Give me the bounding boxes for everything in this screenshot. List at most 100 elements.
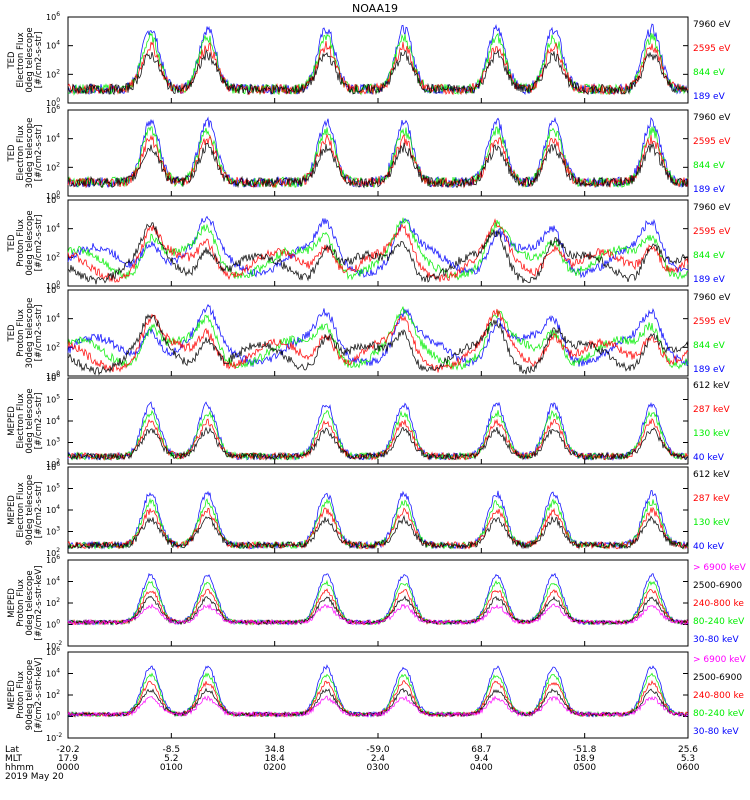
legend-entry: 40 keV xyxy=(693,542,725,552)
series-trace xyxy=(67,222,689,285)
y-label-line: MEPED xyxy=(7,680,17,710)
series-trace xyxy=(67,303,689,367)
legend-entry: 7960 eV xyxy=(693,293,731,303)
y-tick-label: 103 xyxy=(46,437,60,448)
y-label-line: TED xyxy=(7,324,17,343)
y-tick-label: 102 xyxy=(46,341,60,352)
y-tick-label: 104 xyxy=(46,504,60,515)
series-trace xyxy=(67,680,689,718)
y-label-line: MEPED xyxy=(7,406,17,436)
legend-entry: 80-240 keV xyxy=(693,709,745,719)
legend-entry: > 6900 keV xyxy=(693,563,747,573)
y-axis-label: TED Electron Flux 30deg telescope [#/cm2-s-… xyxy=(7,118,44,189)
legend-entry: 844 eV xyxy=(693,161,726,171)
x-tick-label: 0300 xyxy=(367,763,390,773)
x-row-label: Lat xyxy=(5,745,20,755)
y-tick-label: 104 xyxy=(46,415,60,426)
y-label-line: 0deg telescope xyxy=(25,27,35,92)
legend-entry: 30-80 keV xyxy=(693,727,739,737)
series-trace xyxy=(67,142,689,189)
x-tick-label: 5.3 xyxy=(681,754,695,764)
series-trace xyxy=(67,401,689,462)
legend-entry: 7960 eV xyxy=(693,20,731,30)
series-trace xyxy=(67,490,689,550)
legend-entry: 2595 eV xyxy=(693,227,731,237)
series-trace xyxy=(67,126,689,189)
legend-entry: 80-240 keV xyxy=(693,617,745,627)
y-tick-label: 106 xyxy=(46,646,60,657)
y-tick-label: 103 xyxy=(46,526,60,537)
chart-title: NOAA19 xyxy=(352,2,398,15)
legend-entry: 7960 eV xyxy=(693,113,731,123)
x-tick-label: 0500 xyxy=(573,763,596,773)
x-tick-label: 18.9 xyxy=(575,754,595,764)
legend-entry: 240-800 ke xyxy=(693,691,744,701)
x-tick-label: 0400 xyxy=(470,763,493,773)
y-label-line: [#/cm2-s-str] xyxy=(34,32,44,89)
y-tick-label: 104 xyxy=(46,133,60,144)
y-tick-label: 105 xyxy=(46,394,60,405)
legend-entry: 2595 eV xyxy=(693,44,731,54)
x-tick-label: 0000 xyxy=(57,763,80,773)
y-label-line: Electron Flux xyxy=(16,32,26,87)
legend-entry: 2595 eV xyxy=(693,137,731,147)
y-tick-label: 104 xyxy=(46,313,60,324)
y-label-line: [#/cm2-s-str] xyxy=(34,305,44,362)
legend-entry: 2500-6900 xyxy=(693,581,742,591)
series-trace xyxy=(67,687,689,718)
series-trace xyxy=(67,116,689,189)
legend-entry: 130 keV xyxy=(693,518,730,528)
series-trace xyxy=(67,308,689,373)
x-tick-label: 0600 xyxy=(677,763,700,773)
y-tick-label: 106 xyxy=(46,284,60,295)
y-axis-label: TED Proton Flux 30deg telescope [#/cm2-s-st… xyxy=(7,298,44,369)
legend-entry: 189 eV xyxy=(693,275,726,285)
y-label-line: Proton Flux xyxy=(16,219,26,267)
y-tick-label: 100 xyxy=(46,280,60,291)
legend-entry: 2595 eV xyxy=(693,317,731,327)
y-tick-label: 102 xyxy=(46,251,60,262)
panel-frame xyxy=(67,377,689,465)
legend-entry: 130 keV xyxy=(693,429,730,439)
y-tick-label: 100 xyxy=(46,97,60,108)
legend-entry: 612 keV xyxy=(693,470,730,480)
series-trace xyxy=(67,588,689,626)
x-tick-label: 18.4 xyxy=(265,754,285,764)
x-tick-label: -8.5 xyxy=(163,745,181,755)
y-label-line: [#/cm2-s-str] xyxy=(34,482,44,539)
legend-entry: 287 keV xyxy=(693,405,730,415)
y-label-line: MEPED xyxy=(7,495,17,525)
y-axis-label: MEPED Electron Flux 0deg telescope [#/cm2-s… xyxy=(7,388,44,453)
legend-entry: 844 eV xyxy=(693,68,726,78)
x-tick-label: 34.8 xyxy=(265,745,285,755)
y-tick-label: 100 xyxy=(46,711,60,722)
legend-entry: 2500-6900 xyxy=(693,673,742,683)
x-tick-label: -51.8 xyxy=(573,745,597,755)
y-label-line: [#/cm2-s-str-keV] xyxy=(34,658,44,733)
legend-entry: > 6900 keV xyxy=(693,655,747,665)
series-trace xyxy=(67,217,689,281)
x-tick-label: 68.7 xyxy=(471,745,491,755)
legend-entry: 189 eV xyxy=(693,185,726,195)
y-label-line: TED xyxy=(7,144,17,163)
y-label-line: 0deg telescope xyxy=(25,570,35,635)
y-label-line: [#/cm2-s-str] xyxy=(34,215,44,272)
y-tick-label: 102 xyxy=(46,597,60,608)
y-tick-label: 104 xyxy=(46,576,60,587)
y-label-line: Electron Flux xyxy=(16,482,26,537)
y-tick-label: 10-2 xyxy=(46,732,62,743)
series-trace xyxy=(67,695,689,718)
x-tick-label: 25.6 xyxy=(678,745,698,755)
y-tick-label: 106 xyxy=(46,554,60,565)
y-axis-label: MEPED Proton Flux 90deg telescope [#/cm2-s-… xyxy=(7,658,44,733)
x-tick-label: -59.0 xyxy=(366,745,390,755)
legend-entry: 287 keV xyxy=(693,494,730,504)
legend-entry: 7960 eV xyxy=(693,203,731,213)
legend-entry: 40 keV xyxy=(693,453,725,463)
y-tick-label: 102 xyxy=(46,68,60,79)
legend-entry: 189 eV xyxy=(693,365,726,375)
